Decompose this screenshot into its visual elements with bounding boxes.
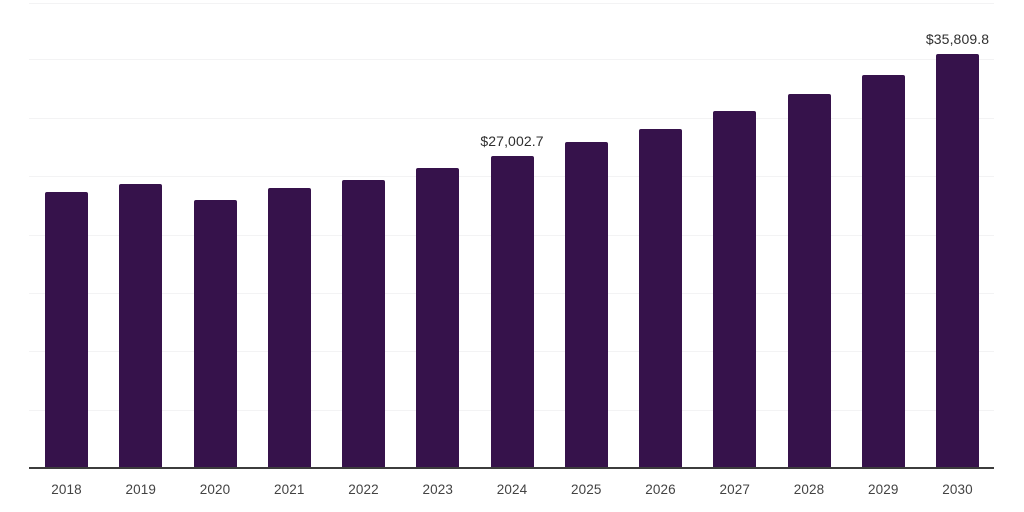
bar[interactable] [861,74,905,468]
x-axis-tick-label: 2023 [422,482,453,497]
bar[interactable] [787,94,831,468]
bar[interactable] [639,129,682,468]
x-axis-tick-label: 2018 [51,482,82,497]
bar[interactable] [490,155,534,468]
x-axis-tick-label: 2019 [125,482,156,497]
x-axis-line [29,467,994,469]
x-axis-tick-label: 2030 [942,482,973,497]
gridline [29,59,994,60]
x-axis-tick-label: 2025 [571,482,602,497]
x-axis-tick-label: 2020 [199,482,231,497]
x-axis-tick-label: 2028 [793,482,825,497]
bar[interactable] [193,199,237,468]
x-axis-tick-label: 2022 [348,482,379,497]
gridline [29,3,994,4]
bar[interactable] [119,183,163,468]
bar[interactable] [936,53,979,468]
gridline [29,118,994,119]
x-axis-tick-label: 2027 [719,482,750,497]
bar[interactable] [416,167,460,468]
bar-value-label: $35,809.8 [925,30,990,47]
bar-value-label: $27,002.7 [480,132,544,149]
x-axis-tick-label: 2026 [645,482,676,497]
bar[interactable] [267,187,311,468]
x-axis-tick-label: 2021 [274,482,305,497]
bar[interactable] [713,111,757,468]
x-axis-tick-label: 2024 [496,482,528,497]
bar[interactable] [342,179,385,468]
bar[interactable] [45,191,88,468]
bar[interactable] [564,142,608,468]
x-axis-tick-label: 2029 [868,482,899,497]
